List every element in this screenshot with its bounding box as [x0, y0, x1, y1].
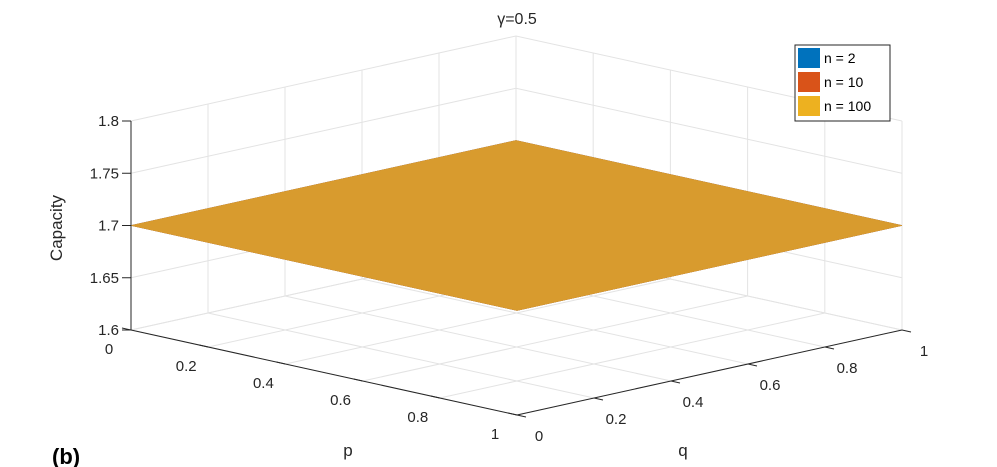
y-tick-label: 0.6	[760, 377, 781, 394]
y-tick-mark	[901, 329, 912, 333]
legend-swatch	[798, 72, 820, 92]
z-tick-label: 1.75	[90, 165, 119, 182]
y-tick-label: 1	[920, 343, 928, 360]
z-tick-label: 1.65	[90, 270, 119, 287]
y-ticks: 0 0.2 0.4 0.6 0.8 1	[516, 329, 928, 445]
x-tick-label: 0.6	[330, 392, 351, 409]
legend-entry-label: n = 2	[824, 50, 856, 66]
x-tick-mark	[353, 378, 363, 382]
z-tick-label: 1.7	[98, 218, 119, 235]
grid-line-floor-p	[285, 278, 671, 365]
x-tick-label: 0.2	[176, 358, 197, 375]
surfaces	[130, 140, 903, 311]
legend-entry-label: n = 100	[824, 98, 871, 114]
grid-line-floor-q	[361, 278, 749, 365]
y-tick-mark	[593, 397, 604, 401]
y-tick-mark	[670, 380, 681, 384]
grid-line-z	[130, 35, 903, 122]
y-tick-mark	[824, 346, 835, 350]
x-tick-label: 0	[105, 341, 113, 358]
panel-label: (b)	[52, 444, 80, 467]
z-tick-label: 1.6	[98, 322, 119, 339]
x-tick-mark	[507, 412, 518, 416]
y-tick-mark	[747, 363, 758, 367]
z-axis-label: Capacity	[47, 194, 66, 261]
x-axis-line	[130, 329, 518, 416]
chart-title: γ=0.5	[497, 11, 537, 28]
y-tick-mark	[516, 414, 527, 418]
y-tick-label: 0.8	[837, 360, 858, 377]
grid-line-floor-q	[284, 295, 672, 382]
y-axis-label: q	[678, 441, 687, 460]
legend: n = 2 n = 10 n = 100	[794, 44, 891, 122]
y-tick-label: 0	[535, 428, 543, 445]
legend-swatch	[798, 96, 820, 116]
surface-n100	[130, 140, 903, 311]
x-tick-mark	[430, 395, 440, 399]
x-axis-label: p	[343, 441, 352, 460]
grid-line-floor-p	[362, 295, 748, 382]
z-tick-label: 1.8	[98, 113, 119, 130]
grid-line-z	[130, 87, 903, 174]
x-tick-label: 0.4	[253, 375, 274, 392]
z-ticks: 1.6 1.65 1.7 1.75 1.8	[90, 113, 131, 339]
grid-line-floor-p	[439, 312, 825, 399]
y-axis-line	[516, 329, 903, 416]
x-tick-mark	[199, 344, 209, 348]
x-tick-mark	[276, 361, 286, 365]
x-ticks: 0 0.2 0.4 0.6 0.8 1	[105, 327, 518, 443]
y-tick-label: 0.2	[606, 411, 627, 428]
legend-swatch	[798, 48, 820, 68]
legend-entry-label: n = 10	[824, 74, 864, 90]
x-tick-label: 0.8	[407, 409, 428, 426]
grid-line-floor-q	[207, 312, 595, 399]
y-tick-label: 0.4	[683, 394, 704, 411]
x-tick-label: 1	[491, 426, 499, 443]
